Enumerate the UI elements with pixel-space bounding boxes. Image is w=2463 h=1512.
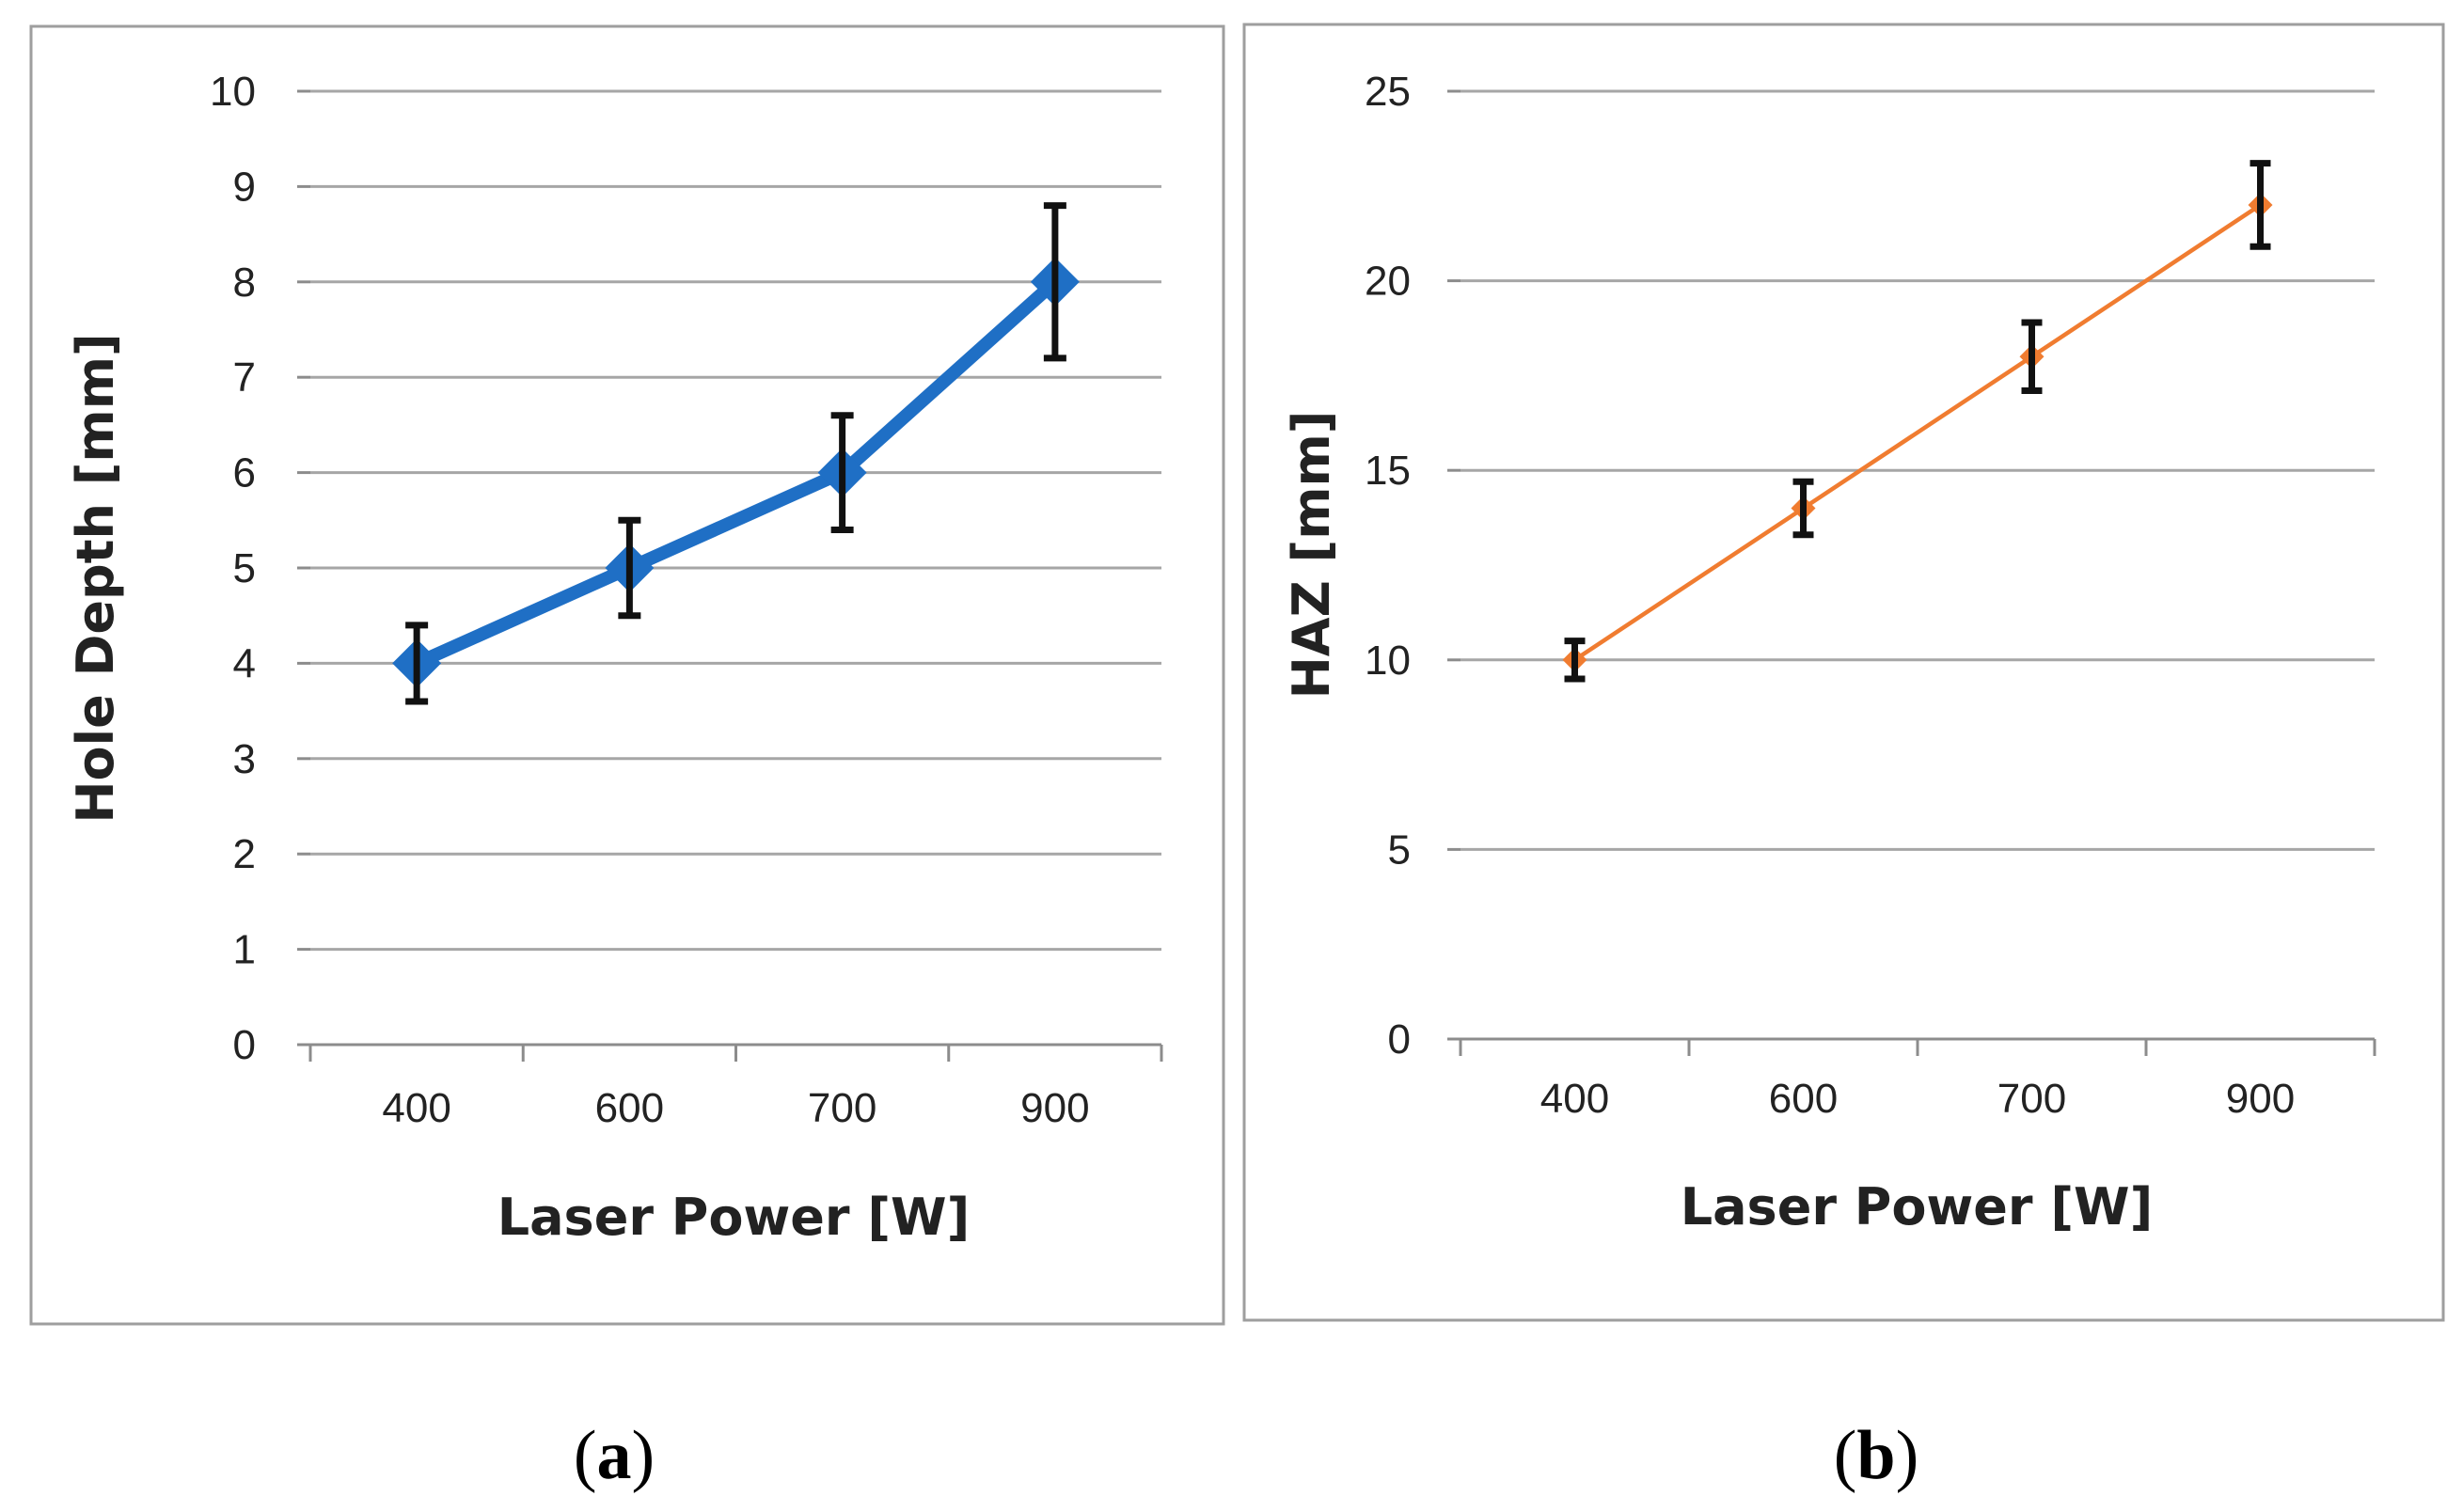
- panel-b-series: [1562, 160, 2273, 683]
- panel-b-y-tick-label: 5: [1388, 827, 1411, 873]
- panel-b-y-axis-title: HAZ [mm]: [1282, 411, 1341, 700]
- panel-b-error-bar: [1564, 638, 1586, 683]
- panel-b-error-bar: [1792, 478, 1814, 539]
- panel-b-y-tick-labels: 0 5 10 15 20 25: [1365, 69, 1411, 1063]
- panel-b-x-axis: [1447, 89, 2376, 1056]
- panel-a-y-tick-label: 4: [233, 640, 256, 686]
- panel-a-x-tick-label: 900: [1020, 1085, 1089, 1131]
- panel-a-y-tick-label: 6: [233, 450, 256, 496]
- panel-a-error-bar: [618, 516, 641, 620]
- panel-a-y-axis-title: Hole Depth [mm]: [66, 333, 125, 823]
- panel-b-error-bar: [2021, 319, 2043, 395]
- panel-a-series-line: [410, 275, 1062, 670]
- panel-b-x-axis-title: Laser Power [W]: [1681, 1177, 2154, 1236]
- panel-a-x-tick-label: 400: [382, 1085, 450, 1131]
- panel-a: 0 1 2 3 4 5 6 7 8 9 10 400 600 700 900 Laser Power [W…: [29, 24, 1225, 1326]
- panel-a-y-tick-label: 9: [233, 164, 256, 210]
- panel-b-x-tick-label: 900: [2226, 1076, 2295, 1122]
- panel-a-frame: [29, 24, 1225, 1326]
- panel-a-x-tick-label: 700: [808, 1085, 876, 1131]
- panel-b-x-tick-label: 400: [1540, 1076, 1609, 1122]
- panel-b-y-tick-label: 15: [1365, 448, 1411, 494]
- panel-b-y-tick-label: 10: [1365, 638, 1411, 684]
- panel-b-y-tick-label: 0: [1388, 1016, 1411, 1063]
- panel-a-y-tick-label: 1: [233, 927, 256, 973]
- panel-b-x-tick-labels: 400 600 700 900: [1540, 1076, 2295, 1122]
- panel-b-x-tick-label: 700: [1997, 1076, 2066, 1122]
- panel-a-y-tick-label: 10: [210, 69, 256, 115]
- panel-a-series: [392, 202, 1080, 705]
- panel-b-y-tick-label: 25: [1365, 69, 1411, 115]
- panel-b-series-line: [1572, 202, 2263, 663]
- panel-b-caption: (b): [1834, 1417, 1918, 1494]
- panel-a-y-tick-label: 5: [233, 545, 256, 591]
- panel-a-y-tick-label: 7: [233, 354, 256, 401]
- panel-a-y-tick-label: 3: [233, 736, 256, 782]
- panel-b-frame: [1242, 23, 2445, 1322]
- panel-a-error-bar: [830, 412, 854, 533]
- panel-a-error-bar: [1043, 202, 1066, 362]
- panel-b-gridlines: [1460, 89, 2375, 851]
- panel-a-y-tick-label: 0: [233, 1022, 256, 1068]
- panel-a-y-tick-labels: 0 1 2 3 4 5 6 7 8 9 10: [210, 69, 256, 1068]
- panel-a-x-tick-label: 600: [595, 1085, 664, 1131]
- panel-a-x-tick-labels: 400 600 700 900: [382, 1085, 1089, 1131]
- panel-a-y-tick-label: 2: [233, 831, 256, 877]
- panel-a-x-axis-title: Laser Power [W]: [497, 1188, 971, 1247]
- panel-a-y-tick-label: 8: [233, 260, 256, 306]
- panel-a-error-bar: [405, 622, 429, 705]
- panel-b-y-tick-label: 20: [1365, 259, 1411, 305]
- panel-b-x-tick-label: 600: [1769, 1076, 1838, 1122]
- panel-a-caption: (a): [574, 1417, 655, 1494]
- panel-b-error-bar: [2250, 160, 2271, 250]
- panel-a-x-axis: [297, 89, 1163, 1062]
- panel-a-gridlines: [310, 89, 1161, 952]
